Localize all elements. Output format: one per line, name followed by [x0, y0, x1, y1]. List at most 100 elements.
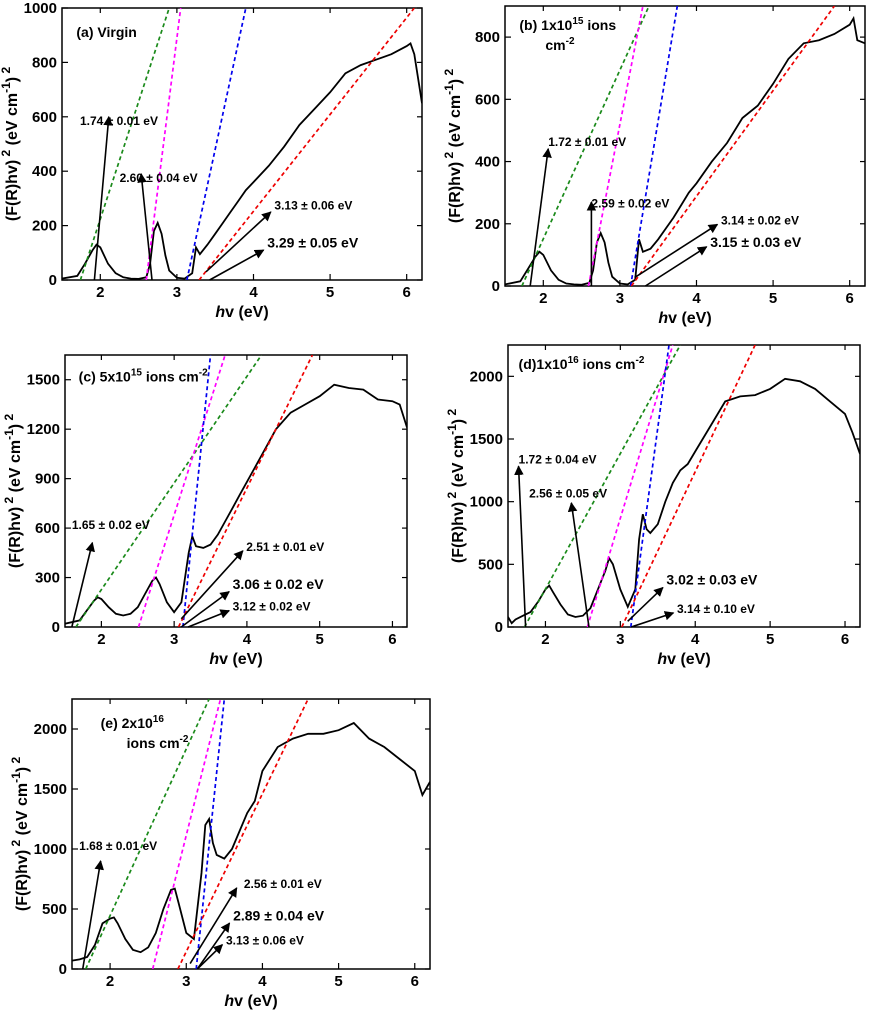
- tauc-fit-line-4: [630, 6, 836, 286]
- annotation-arrow: [189, 887, 238, 965]
- annotation-arrow: [205, 211, 272, 273]
- y-axis-title: (F(R)hv) 2 (eV cm-1) 2: [442, 69, 464, 224]
- panel-c-5e15: 2 3 4 5 6 0 300 600 900 1200 1500 hv (eV) (F(R)hv) 2…: [2, 354, 408, 668]
- bandgap-annotation: 1.72 ± 0.04 eV: [519, 452, 597, 466]
- tauc-fit-line-4: [198, 8, 415, 280]
- y-tick-label: 0: [59, 961, 67, 978]
- x-tick-label: 2: [97, 631, 105, 648]
- bandgap-annotation: 2.89 ± 0.04 eV: [233, 907, 325, 923]
- tauc-fit-line-1: [75, 355, 263, 627]
- x-tick-label: 2: [96, 284, 104, 301]
- y-tick-label: 800: [475, 29, 500, 46]
- y-tick-label: 400: [32, 163, 57, 180]
- x-tick-label: 5: [316, 631, 324, 648]
- tauc-fit-line-2: [586, 345, 674, 627]
- x-tick-label: 3: [173, 284, 181, 301]
- panel-title: ions cm-2​: [127, 734, 189, 751]
- panel-title: (c) 5x1015​ ions cm-2​: [79, 367, 208, 384]
- tauc-fit-line-1: [84, 699, 210, 969]
- x-tick-label: 6: [841, 631, 849, 648]
- panel-e-2e16: 2 3 4 5 6 0 500 1000 1500 2000 hv (eV) (F(R)hv) 2 (…: [9, 698, 431, 1010]
- x-tick-label: 4: [258, 973, 267, 990]
- tauc-fit-line-1: [79, 8, 171, 280]
- x-tick-label: 3: [616, 290, 624, 307]
- annotation-arrow: [81, 860, 104, 970]
- bandgap-annotation: 3.14 ± 0.02 eV: [721, 213, 799, 227]
- x-tick-label: 5: [769, 290, 777, 307]
- panel-d-1e16: 2 3 4 5 6 0 500 1000 1500 2000 hv (eV) (F(R)hv) 2 (…: [445, 344, 861, 668]
- absorption-curve: [72, 721, 430, 962]
- plot-frame: [71, 698, 431, 970]
- bandgap-annotation: 2.51 ± 0.01 eV: [246, 540, 324, 554]
- y-tick-label: 0: [52, 619, 60, 636]
- plot-frame: [507, 344, 861, 628]
- y-axis-title: (F(R)hv) 2 (eV cm-1) 2: [0, 67, 21, 222]
- y-tick-label: 300: [35, 570, 60, 587]
- annotation-arrow: [644, 246, 708, 287]
- y-tick-label: 800: [32, 54, 57, 71]
- absorption-curve: [508, 377, 860, 625]
- x-axis-title: hv (eV): [224, 993, 277, 1010]
- y-tick-label: 0: [492, 278, 500, 295]
- y-tick-label: 400: [475, 154, 500, 171]
- bandgap-annotation: 1.72 ± 0.01 eV: [548, 135, 626, 149]
- absorption-curve: [62, 41, 422, 280]
- y-tick-label: 600: [32, 109, 57, 126]
- y-axis-title: (F(R)hv) 2 (eV cm-1) 2: [445, 409, 467, 564]
- panel-title: cm-2​: [545, 36, 575, 53]
- tauc-fit-line-3: [195, 699, 226, 969]
- annotation-arrow: [529, 147, 552, 287]
- panel-a-virgin: 2 3 4 5 6 0 200 400 600 800 1000 hv (eV) (F(R)hv) 2 …: [0, 0, 423, 321]
- annotation-arrow: [187, 609, 231, 628]
- tauc-fit-line-2: [137, 355, 226, 627]
- x-axis-title: hv (eV): [209, 651, 262, 668]
- bandgap-annotation: 3.02 ± 0.03 eV: [666, 572, 758, 588]
- y-tick-label: 0: [49, 272, 57, 289]
- bandgap-annotation: 3.06 ± 0.02 eV: [233, 576, 325, 592]
- bandgap-annotation: 3.13 ± 0.06 eV: [274, 198, 352, 212]
- annotation-arrow: [196, 944, 224, 970]
- x-tick-label: 2: [541, 631, 549, 648]
- tauc-fit-line-2: [145, 8, 182, 280]
- y-tick-label: 1500: [34, 781, 67, 798]
- absorption-curve: [65, 383, 407, 625]
- bandgap-annotation: 3.14 ± 0.10 eV: [677, 602, 755, 616]
- y-axis-title: (F(R)hv) 2 (eV cm-1) 2: [9, 757, 31, 912]
- panel-title: (e) 2x1016​: [101, 714, 165, 731]
- annotation-arrow: [93, 115, 113, 281]
- bandgap-annotation: 2.56 ± 0.05 eV: [529, 486, 607, 500]
- x-tick-label: 4: [691, 631, 700, 648]
- y-tick-label: 900: [35, 471, 60, 488]
- y-tick-label: 600: [475, 91, 500, 108]
- y-tick-label: 1000: [24, 0, 57, 17]
- bandgap-annotation: 3.29 ± 0.05 eV: [267, 234, 359, 250]
- bandgap-annotation: 1.68 ± 0.01 eV: [79, 839, 157, 853]
- x-tick-label: 6: [846, 290, 854, 307]
- y-tick-label: 600: [35, 520, 60, 537]
- bandgap-annotation: 3.15 ± 0.03 eV: [710, 234, 802, 250]
- annotation-arrow: [180, 590, 230, 628]
- tauc-fit-line-4: [177, 355, 314, 627]
- x-axis-title: hv (eV): [657, 651, 710, 668]
- plot-frame: [64, 354, 408, 628]
- y-tick-label: 1000: [470, 494, 503, 511]
- y-axis-title: (F(R)hv) 2 (eV cm-1) 2: [2, 414, 24, 569]
- y-tick-label: 500: [478, 556, 503, 573]
- x-tick-label: 5: [766, 631, 774, 648]
- x-tick-label: 4: [249, 284, 258, 301]
- x-tick-label: 5: [326, 284, 334, 301]
- y-tick-label: 2000: [470, 368, 503, 385]
- tauc-fit-line-2: [151, 699, 222, 969]
- annotation-arrow: [630, 611, 675, 628]
- tauc-fit-line-3: [629, 6, 679, 286]
- y-tick-label: 200: [32, 218, 57, 235]
- panel-title: (d)1x1016​ ions cm-2​: [519, 355, 645, 372]
- x-tick-label: 4: [243, 631, 252, 648]
- annotation-arrow: [567, 501, 590, 628]
- tauc-fit-line-1: [521, 6, 650, 286]
- absorption-curve: [505, 15, 865, 286]
- panel-title: (a) Virgin: [76, 24, 136, 40]
- panel-b-1e15: 2 3 4 5 6 0 200 400 600 800 hv (eV) (F(R)hv) 2 (eV …: [442, 5, 866, 327]
- x-tick-label: 6: [403, 284, 411, 301]
- annotation-arrow: [196, 922, 231, 970]
